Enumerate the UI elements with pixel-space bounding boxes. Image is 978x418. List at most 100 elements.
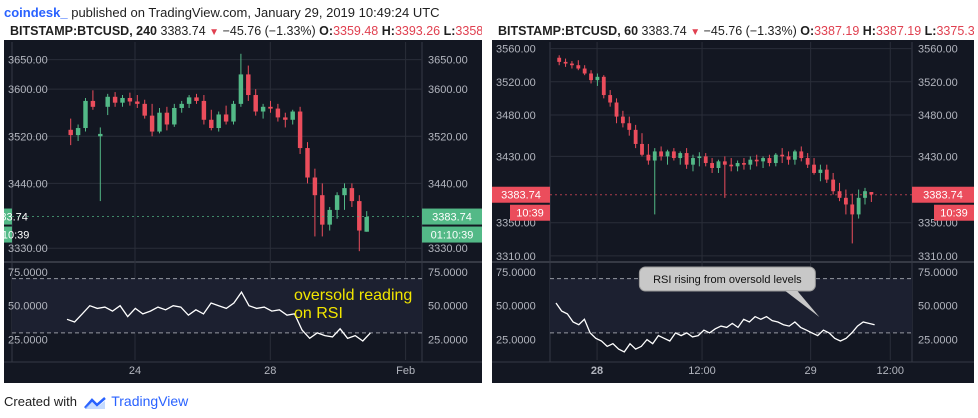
candle-body — [831, 179, 836, 192]
candle-body — [812, 164, 816, 173]
candle-body — [582, 68, 587, 74]
candle-body — [238, 74, 244, 104]
candle-body — [754, 159, 759, 162]
high-value: 3387.19 — [875, 24, 922, 38]
open-value: 3387.19 — [814, 24, 860, 38]
price-axis-label-left: 3430.00 — [496, 151, 536, 163]
time-axis-label: 12:00 — [688, 365, 716, 377]
candle-body — [68, 129, 73, 136]
countdown-tag-text: 10:39 — [940, 208, 968, 220]
chart-panel-60[interactable]: BITSTAMP:BTCUSD, 60 3383.74 ▼ −45.76 (−1… — [492, 22, 974, 383]
annotation-line-2: on RSI — [294, 305, 343, 322]
candle-body — [608, 95, 613, 103]
candle-body — [856, 197, 861, 215]
candle-body — [843, 197, 848, 205]
candle-body — [327, 209, 332, 225]
candle-body — [837, 191, 842, 198]
candle-body — [824, 169, 829, 180]
candle-body — [767, 158, 772, 164]
candle-body — [620, 116, 625, 124]
countdown-tag-text: 01:10:39 — [431, 230, 474, 242]
callout-text: RSI rising from oversold levels — [653, 274, 802, 286]
candle-body — [614, 102, 619, 117]
chart-legend: BITSTAMP:BTCUSD, 240 3383.74 ▼ −45.76 (−… — [4, 22, 482, 40]
rsi-axis-label-left: 50.0000 — [8, 301, 48, 313]
candle-body — [678, 153, 683, 159]
countdown-tag — [510, 204, 550, 221]
candle-body — [305, 148, 310, 178]
candle-body — [105, 96, 110, 107]
price-axis-label-left: 3480.00 — [496, 110, 536, 122]
last-price-tag-text: 3383.74 — [501, 190, 541, 202]
candle-body — [716, 161, 721, 168]
candle-body — [364, 216, 369, 232]
annotation-line-1: oversold reading — [294, 287, 413, 304]
chart-canvas[interactable]: 3650.00 3650.00 3600.00 3600.00 3520.00 3520.… — [4, 22, 482, 383]
time-axis-label: 28 — [264, 365, 276, 377]
candle-body — [172, 107, 177, 125]
candle-body — [735, 163, 740, 167]
candle-body — [722, 161, 727, 165]
candle-body — [761, 158, 765, 162]
price-axis-label: 3520.00 — [428, 131, 468, 143]
candle-body — [684, 153, 689, 165]
publisher-username[interactable]: coindesk_ — [4, 5, 68, 20]
candle-body — [320, 195, 325, 225]
down-arrow-icon: ▼ — [209, 27, 220, 38]
candle-body — [671, 151, 676, 159]
rsi-axis-label-left: 75.0000 — [496, 267, 536, 279]
symbol-label: BITSTAMP:BTCUSD, 60 — [498, 24, 639, 38]
time-axis-label: 12:00 — [877, 365, 905, 377]
price-change: −45.76 (−1.33%) — [703, 24, 797, 38]
candle-body — [297, 111, 303, 149]
candle-body — [589, 73, 593, 81]
candle-body — [253, 95, 258, 112]
candle-body — [201, 100, 207, 120]
candle-body — [773, 154, 778, 164]
candle-body — [342, 188, 347, 196]
candle-body — [83, 100, 88, 129]
candle-body — [209, 119, 214, 129]
candle-body — [652, 151, 657, 161]
time-axis-label: Feb — [396, 365, 415, 377]
candle-body — [179, 103, 184, 108]
price-axis-label: 3600.00 — [428, 84, 468, 96]
last-price-tag-text: 3383.74 — [4, 212, 28, 224]
price-axis-label: 3440.00 — [428, 178, 468, 190]
candle-body — [595, 76, 600, 81]
last-price-tag — [4, 208, 12, 225]
tradingview-brand[interactable]: TradingView — [111, 393, 189, 410]
tradingview-logo-icon — [83, 397, 106, 409]
candle-body — [142, 103, 147, 116]
chart-panel-240[interactable]: BITSTAMP:BTCUSD, 240 3383.74 ▼ −45.76 (−… — [4, 22, 482, 383]
candle-body — [640, 143, 644, 155]
price-axis-label-left: 3520.00 — [8, 131, 48, 143]
price-axis-label: 3520.00 — [918, 77, 958, 89]
last-price-tag-text: 3383.74 — [432, 212, 472, 224]
rsi-axis-label: 75.0000 — [918, 267, 958, 279]
candle-body — [557, 57, 562, 62]
chart-canvas[interactable]: 3560.00 3560.00 3520.00 3520.00 3480.00 3480.… — [492, 22, 974, 383]
price-axis-label-left: 3440.00 — [8, 178, 48, 190]
last-price: 3383.74 — [641, 24, 687, 38]
candle-body — [748, 159, 753, 165]
last-price-tag — [912, 186, 974, 203]
candle-body — [349, 188, 355, 202]
price-axis-label-left: 3560.00 — [496, 44, 536, 56]
candle-body — [216, 114, 221, 129]
candle-body — [646, 154, 651, 161]
candle-body — [627, 123, 632, 130]
candle-body — [231, 103, 236, 122]
countdown-tag — [422, 226, 482, 243]
candle-body — [805, 158, 810, 165]
last-price: 3383.74 — [160, 24, 206, 38]
candle-body — [869, 192, 874, 195]
candle-body — [260, 106, 266, 112]
countdown-tag — [934, 204, 974, 221]
candle-body — [818, 169, 823, 173]
candle-body — [357, 201, 362, 231]
candle-body — [633, 129, 638, 144]
time-axis-label: 24 — [129, 365, 141, 377]
price-axis-label-left: 3520.00 — [496, 77, 536, 89]
time-axis-label: 29 — [805, 365, 817, 377]
